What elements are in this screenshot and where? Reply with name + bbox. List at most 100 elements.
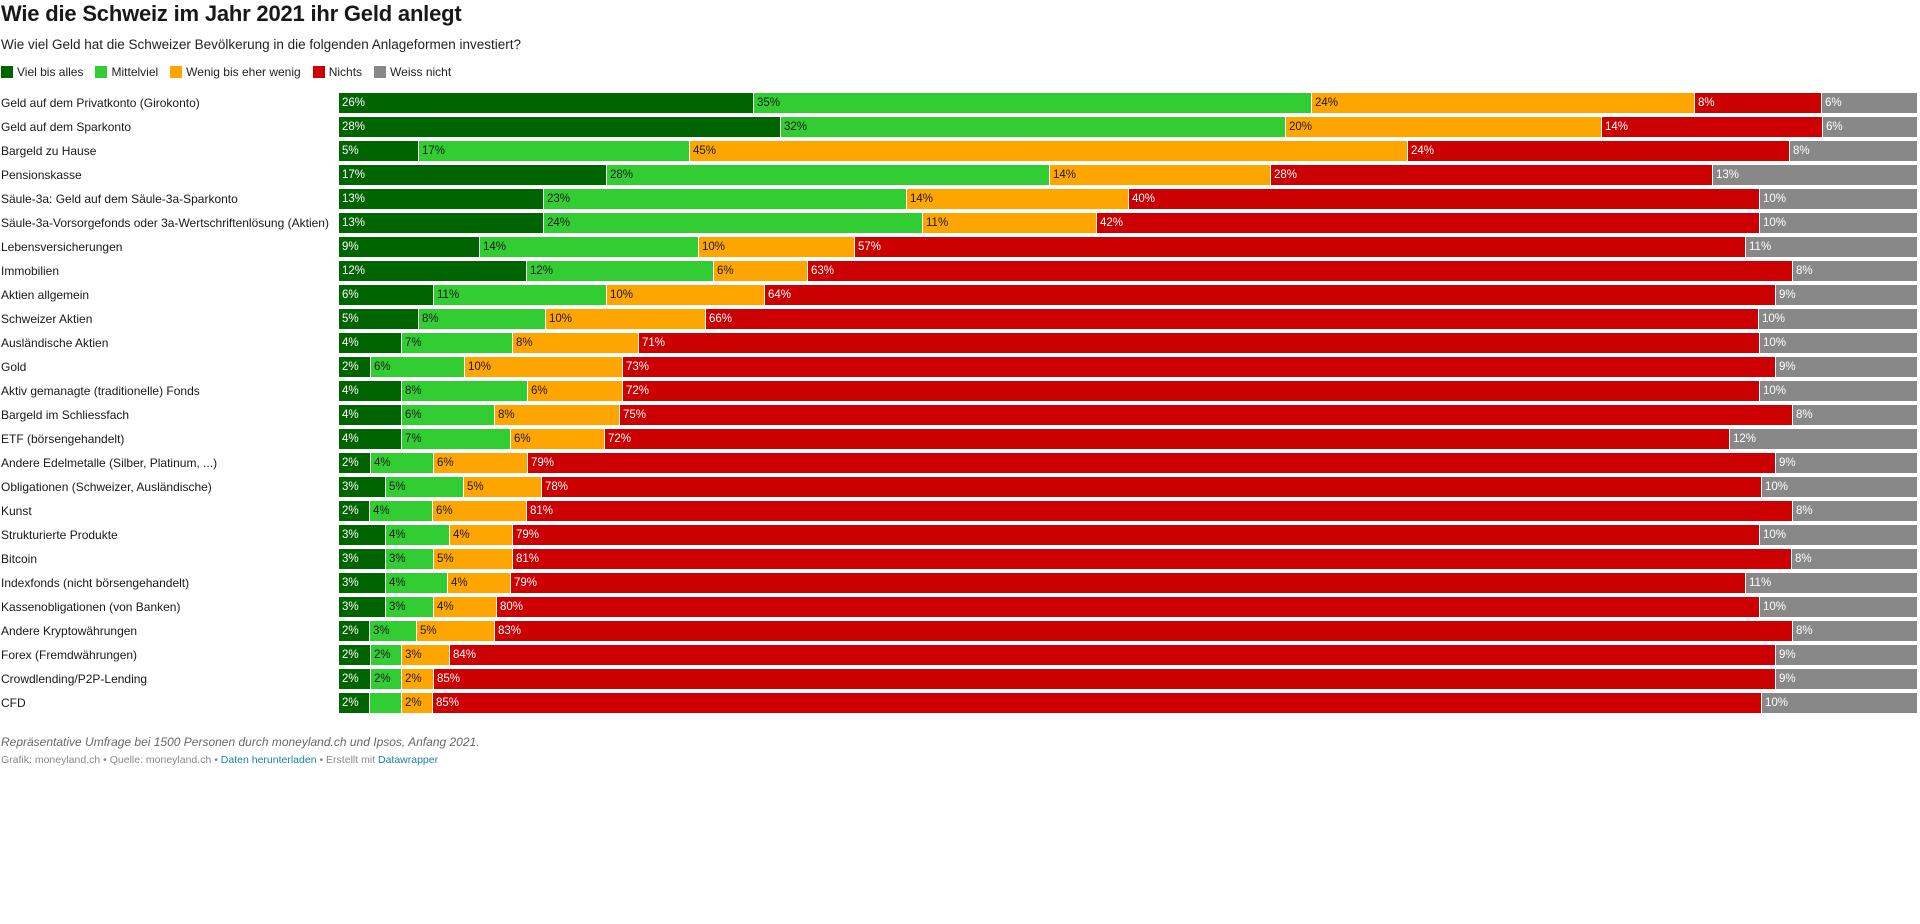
data-label: 6%	[514, 433, 531, 445]
bar-segment: 85%	[434, 669, 1776, 689]
data-label: 4%	[373, 505, 390, 517]
bar-segment: 2%	[339, 621, 370, 641]
download-data-link[interactable]: Daten herunterladen	[220, 754, 317, 766]
data-label: 11%	[437, 289, 460, 301]
data-label: 3%	[342, 553, 359, 565]
data-label: 72%	[608, 433, 632, 445]
category-label: Bargeld im Schliessfach	[1, 408, 130, 422]
bar-segment: 2%	[339, 501, 370, 521]
data-label: 28%	[610, 169, 634, 181]
bar-segment: 6%	[433, 501, 527, 521]
bar-segment: 2%	[371, 645, 402, 665]
bar-segment: 2%	[402, 669, 434, 689]
bar-segment: 8%	[495, 405, 620, 425]
bar-segment: 81%	[527, 501, 1793, 521]
bar-segment: 6%	[528, 381, 623, 401]
data-label: 73%	[626, 361, 650, 373]
bar-segment: 5%	[417, 621, 495, 641]
bar-segment: 3%	[339, 573, 386, 593]
table-row: Ausländische Aktien 4% 7% 8% 71% 10%	[0, 331, 1920, 355]
data-label: 8%	[422, 313, 439, 325]
bar-segment: 28%	[339, 117, 781, 137]
data-label: 4%	[437, 601, 454, 613]
legend-label: Nichts	[328, 65, 363, 79]
bar-segment: 10%	[1760, 597, 1918, 617]
bar-segment: 6%	[714, 261, 808, 281]
bar-segment: 10%	[607, 285, 765, 305]
table-row: Bargeld im Schliessfach 4% 6% 8% 75% 8%	[0, 403, 1920, 427]
data-label: 14%	[910, 193, 934, 205]
category-label: Kunst	[1, 504, 32, 518]
table-row: Gold 2% 6% 10% 73% 9%	[0, 355, 1920, 379]
data-label: 12%	[530, 265, 554, 277]
data-label: 28%	[1274, 169, 1298, 181]
data-label: 80%	[500, 601, 524, 613]
bar-segment: 85%	[433, 693, 1762, 713]
table-row: Bitcoin 3% 3% 5% 81% 8%	[0, 547, 1920, 571]
table-row: Immobilien 12% 12% 6% 63% 8%	[0, 259, 1920, 283]
bar-segment: 17%	[339, 165, 607, 185]
stacked-bar: 9% 14% 10% 57% 11%	[339, 237, 1918, 257]
bar-segment: 84%	[450, 645, 1776, 665]
bar-segment: 3%	[339, 477, 386, 497]
data-label: 3%	[405, 649, 422, 661]
data-label: 10%	[1763, 193, 1787, 205]
bar-segment: 4%	[339, 405, 402, 425]
table-row: ETF (börsengehandelt) 4% 7% 6% 72% 12%	[0, 427, 1920, 451]
stacked-bar: 26% 35% 24% 8% 6%	[339, 93, 1918, 113]
bar-segment: 3%	[339, 549, 386, 569]
data-label: 9%	[1779, 289, 1796, 301]
bar-segment: 4%	[450, 525, 513, 545]
chart-credits: Grafik: moneyland.ch • Quelle: moneyland…	[1, 754, 438, 766]
table-row: Pensionskasse 17% 28% 14% 28% 13%	[0, 163, 1920, 187]
table-row: Andere Edelmetalle (Silber, Platinum, ..…	[0, 451, 1920, 475]
data-label: 8%	[1796, 625, 1813, 637]
data-label: 6%	[717, 265, 734, 277]
bar-segment: 45%	[690, 141, 1408, 161]
category-label: Forex (Fremdwährungen)	[1, 648, 138, 662]
bar-segment: 10%	[1759, 309, 1918, 329]
credits-middle: • Erstellt mit	[316, 754, 378, 766]
bar-segment: 8%	[1793, 501, 1918, 521]
legend-item: Viel bis alles	[1, 65, 83, 79]
bar-segment: 5%	[464, 477, 542, 497]
data-label: 13%	[342, 193, 366, 205]
bar-segment: 24%	[1408, 141, 1790, 161]
bar-segment: 80%	[497, 597, 1760, 617]
bar-segment: 14%	[480, 237, 699, 257]
data-label: 4%	[389, 529, 406, 541]
data-label: 3%	[342, 529, 359, 541]
bar-segment: 14%	[1602, 117, 1823, 137]
data-label: 4%	[389, 577, 406, 589]
legend-item: Weiss nicht	[374, 65, 451, 79]
category-label: Gold	[1, 360, 27, 374]
datawrapper-link[interactable]: Datawrapper	[377, 754, 439, 766]
data-label: 5%	[467, 481, 484, 493]
stacked-bar: 3% 4% 4% 79% 11%	[339, 573, 1918, 593]
bar-segment: 10%	[546, 309, 706, 329]
bar-segment: 5%	[434, 549, 513, 569]
table-row: Geld auf dem Privatkonto (Girokonto) 26% 3…	[0, 91, 1920, 115]
bar-segment: 6%	[1823, 117, 1918, 137]
table-row: Kassenobligationen (von Banken) 3% 3% 4% 80%…	[0, 595, 1920, 619]
bar-segment: 8%	[1792, 549, 1918, 569]
data-label: 26%	[342, 97, 366, 109]
chart-legend: Viel bis alles Mittelviel Wenig bis eher w…	[1, 64, 463, 80]
stacked-bar: 13% 23% 14% 40% 10%	[339, 189, 1918, 209]
data-label: 12%	[1733, 433, 1757, 445]
bar-segment: 24%	[544, 213, 923, 233]
bar-segment: 2%	[371, 669, 402, 689]
bar-segment: 4%	[386, 573, 448, 593]
data-label: 5%	[420, 625, 437, 637]
data-label: 4%	[342, 409, 359, 421]
bar-segment: 78%	[542, 477, 1762, 497]
bar-segment: 9%	[1776, 285, 1918, 305]
bar-segment: 10%	[1762, 477, 1918, 497]
table-row: CFD 2% 2% 85% 10%	[0, 691, 1920, 715]
legend-label: Mittelviel	[111, 65, 159, 79]
legend-swatch	[1, 66, 13, 78]
bar-segment: 9%	[1776, 645, 1918, 665]
data-label: 2%	[342, 361, 359, 373]
category-label: Geld auf dem Sparkonto	[1, 120, 132, 134]
